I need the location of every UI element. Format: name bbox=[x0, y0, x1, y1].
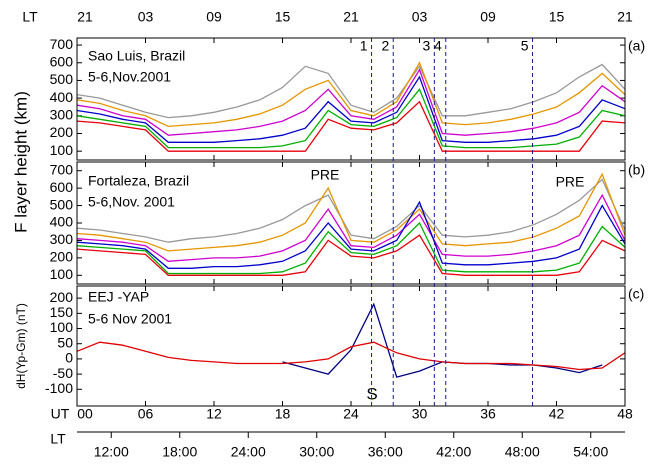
y-tick-label: 400 bbox=[50, 214, 74, 230]
data-line bbox=[76, 100, 626, 152]
data-line bbox=[76, 341, 626, 371]
annotation: 5-6 Nov 2001 bbox=[88, 311, 172, 327]
lt-top-tick-label: 03 bbox=[412, 9, 428, 25]
panel-label: (c) bbox=[628, 286, 644, 302]
panel-frame bbox=[76, 161, 626, 285]
data-line bbox=[76, 61, 626, 128]
ut-tick-label: 12 bbox=[206, 406, 222, 422]
y-tick-label: 700 bbox=[50, 36, 74, 52]
lt-tick-label: 18:00 bbox=[162, 444, 197, 460]
lt-tick-label: 36:00 bbox=[368, 444, 403, 460]
y-tick-label: 200 bbox=[50, 289, 74, 305]
panel-label: (b) bbox=[628, 162, 645, 178]
lt-top-tick-label: 21 bbox=[343, 9, 359, 25]
panel-label: (a) bbox=[628, 38, 645, 54]
annotation: EEJ -YAP bbox=[88, 289, 149, 305]
annotation: Fortaleza, Brazil bbox=[88, 173, 189, 189]
ut-tick-label: 18 bbox=[275, 406, 291, 422]
annotation: 5-6,Nov.2001 bbox=[88, 69, 171, 85]
data-line bbox=[76, 234, 626, 276]
ut-tick-label: 36 bbox=[480, 406, 496, 422]
lt-top-title: LT bbox=[22, 9, 38, 25]
event-label: 2 bbox=[381, 38, 389, 54]
annotation: PRE bbox=[311, 167, 340, 183]
y-tick-label: 100 bbox=[50, 266, 74, 282]
data-line bbox=[76, 172, 626, 252]
data-line bbox=[76, 88, 626, 149]
lt-top-tick-label: 15 bbox=[549, 9, 565, 25]
data-line bbox=[76, 178, 626, 243]
ut-title: UT bbox=[51, 406, 70, 422]
y-tick-label: 500 bbox=[50, 71, 74, 87]
y-tick-label: 300 bbox=[50, 107, 74, 123]
lt-tick-label: 30:00 bbox=[299, 444, 334, 460]
ut-tick-label: 06 bbox=[138, 406, 154, 422]
panel-frame bbox=[76, 37, 626, 161]
lt-tick-label: 42:00 bbox=[436, 444, 471, 460]
data-line bbox=[76, 221, 626, 275]
y-tick-label: 300 bbox=[50, 231, 74, 247]
event-label: 1 bbox=[360, 38, 368, 54]
ut-tick-label: 30 bbox=[412, 406, 428, 422]
ut-tick-label: 48 bbox=[617, 406, 633, 422]
event-label: 4 bbox=[434, 38, 442, 54]
lt-tick-label: 12:00 bbox=[94, 444, 129, 460]
annotation: PRE bbox=[556, 174, 585, 190]
ut-tick-label: 42 bbox=[549, 406, 565, 422]
y-tick-label: 200 bbox=[50, 124, 74, 140]
annotation: 5-6,Nov. 2001 bbox=[88, 194, 175, 210]
annotation: Sao Luis, Brazil bbox=[88, 48, 185, 64]
data-line bbox=[76, 68, 626, 136]
panel-frame bbox=[76, 285, 626, 407]
lt-top-tick-label: 03 bbox=[138, 9, 154, 25]
event-label: 5 bbox=[521, 38, 529, 54]
data-line bbox=[76, 200, 626, 269]
lt-top-tick-label: 09 bbox=[206, 9, 222, 25]
lt-top-tick-label: 21 bbox=[617, 9, 633, 25]
y-tick-label: 100 bbox=[50, 319, 74, 335]
lt-top-tick-label: 21 bbox=[77, 9, 93, 25]
y-tick-label: 0 bbox=[65, 350, 73, 366]
y-tick-label: -100 bbox=[45, 380, 73, 396]
data-line bbox=[76, 63, 626, 119]
lt-tick-label: 54:00 bbox=[573, 444, 608, 460]
lt-bottom-title: LT bbox=[50, 431, 66, 447]
y-tick-label: -50 bbox=[53, 365, 73, 381]
y-tick-label: 600 bbox=[50, 179, 74, 195]
y-axis-title: F layer height (km) bbox=[11, 91, 30, 233]
ut-tick-label: 24 bbox=[343, 406, 359, 422]
event-label: 3 bbox=[423, 38, 431, 54]
y-tick-label: 50 bbox=[57, 334, 73, 350]
lt-tick-label: 48:00 bbox=[505, 444, 540, 460]
y-tick-label: 100 bbox=[50, 142, 74, 158]
y-tick-label: 400 bbox=[50, 89, 74, 105]
lt-top-tick-label: 09 bbox=[480, 9, 496, 25]
y-tick-label: 500 bbox=[50, 196, 74, 212]
lt-tick-label: 24:00 bbox=[231, 444, 266, 460]
data-line bbox=[76, 193, 626, 262]
y-axis-title: dH(Yp-Gm) (nT) bbox=[14, 303, 28, 389]
ut-tick-label: 00 bbox=[77, 406, 93, 422]
y-tick-label: 700 bbox=[50, 161, 74, 177]
y-tick-label: 200 bbox=[50, 249, 74, 265]
y-tick-label: 600 bbox=[50, 53, 74, 69]
y-tick-label: 150 bbox=[50, 304, 74, 320]
data-line bbox=[76, 75, 626, 143]
annotation: S bbox=[366, 384, 377, 403]
lt-top-tick-label: 15 bbox=[275, 9, 291, 25]
